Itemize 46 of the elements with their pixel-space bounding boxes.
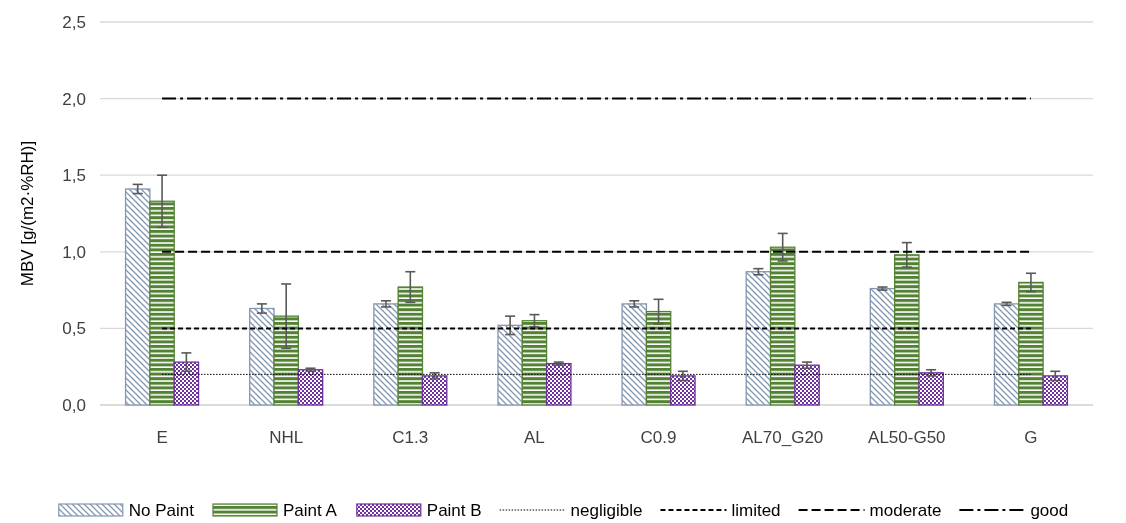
x-tick-label: AL <box>524 427 545 447</box>
bar <box>173 361 200 406</box>
bar <box>670 375 696 406</box>
y-tick-label: 2,5 <box>62 12 86 32</box>
bar <box>621 303 648 406</box>
bar <box>521 320 548 406</box>
bar <box>124 188 151 406</box>
bar <box>1018 281 1044 406</box>
bar <box>373 303 399 406</box>
legend-label: moderate <box>869 500 942 520</box>
y-tick-label: 0,5 <box>62 319 86 339</box>
bar <box>497 324 523 406</box>
x-tick-label: NHL <box>269 427 304 447</box>
x-tick-label: E <box>156 427 168 447</box>
y-tick-label: 1,0 <box>62 242 86 262</box>
bar <box>545 362 572 406</box>
bar <box>1042 375 1069 406</box>
legend-label: Paint B <box>426 500 482 520</box>
bar <box>421 375 448 406</box>
legend-label: Paint A <box>282 500 338 520</box>
x-tick-label: G <box>1024 427 1038 447</box>
y-tick-label: 2,0 <box>62 89 86 109</box>
x-tick-label: C0.9 <box>640 427 677 447</box>
y-tick-label: 0,0 <box>62 395 86 415</box>
bar <box>249 307 275 406</box>
x-tick-label: AL70_G20 <box>742 427 824 447</box>
bar <box>273 315 299 406</box>
bar <box>993 303 1020 406</box>
legend-label: good <box>1030 500 1069 520</box>
bar <box>397 286 424 406</box>
legend-label: limited <box>731 500 781 520</box>
bar <box>297 369 324 406</box>
bar <box>869 287 896 406</box>
y-axis-title: MBV [g/(m2·%RH)] <box>17 140 37 287</box>
bar <box>769 246 796 406</box>
bar <box>794 364 820 406</box>
bar <box>149 200 175 406</box>
legend-label: negligible <box>570 500 643 520</box>
legend-label: No Paint <box>128 500 195 520</box>
bar <box>918 372 944 406</box>
bar <box>645 310 672 406</box>
bar <box>745 271 772 406</box>
bar <box>894 254 920 406</box>
y-tick-label: 1,5 <box>62 166 86 186</box>
x-tick-label: AL50-G50 <box>868 427 946 447</box>
x-tick-label: C1.3 <box>392 427 429 447</box>
